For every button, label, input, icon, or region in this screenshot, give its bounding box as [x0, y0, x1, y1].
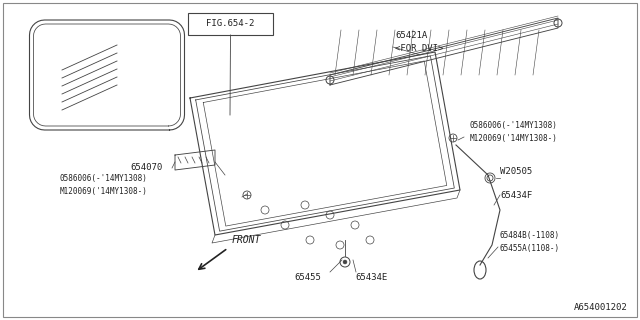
Text: 65455A(1108-): 65455A(1108-) — [500, 244, 560, 253]
Text: 0586006(-'14MY1308): 0586006(-'14MY1308) — [60, 174, 148, 183]
Text: 65421A: 65421A — [395, 31, 428, 40]
Text: A654001202: A654001202 — [574, 303, 628, 312]
Circle shape — [343, 260, 347, 264]
Text: M120069('14MY1308-): M120069('14MY1308-) — [470, 134, 558, 143]
Text: W20505: W20505 — [500, 167, 532, 177]
Text: 654070: 654070 — [130, 164, 163, 172]
Text: 65455: 65455 — [294, 273, 321, 282]
Text: <FOR DVI>: <FOR DVI> — [395, 44, 444, 53]
Text: 65484B(-1108): 65484B(-1108) — [500, 231, 560, 240]
Text: 65434E: 65434E — [355, 273, 387, 282]
Text: FIG.654-2: FIG.654-2 — [206, 20, 255, 28]
Text: FRONT: FRONT — [232, 235, 261, 245]
Text: 65434F: 65434F — [500, 190, 532, 199]
Text: M120069('14MY1308-): M120069('14MY1308-) — [60, 187, 148, 196]
Text: 0586006(-'14MY1308): 0586006(-'14MY1308) — [470, 121, 558, 130]
Bar — [188, 13, 273, 35]
